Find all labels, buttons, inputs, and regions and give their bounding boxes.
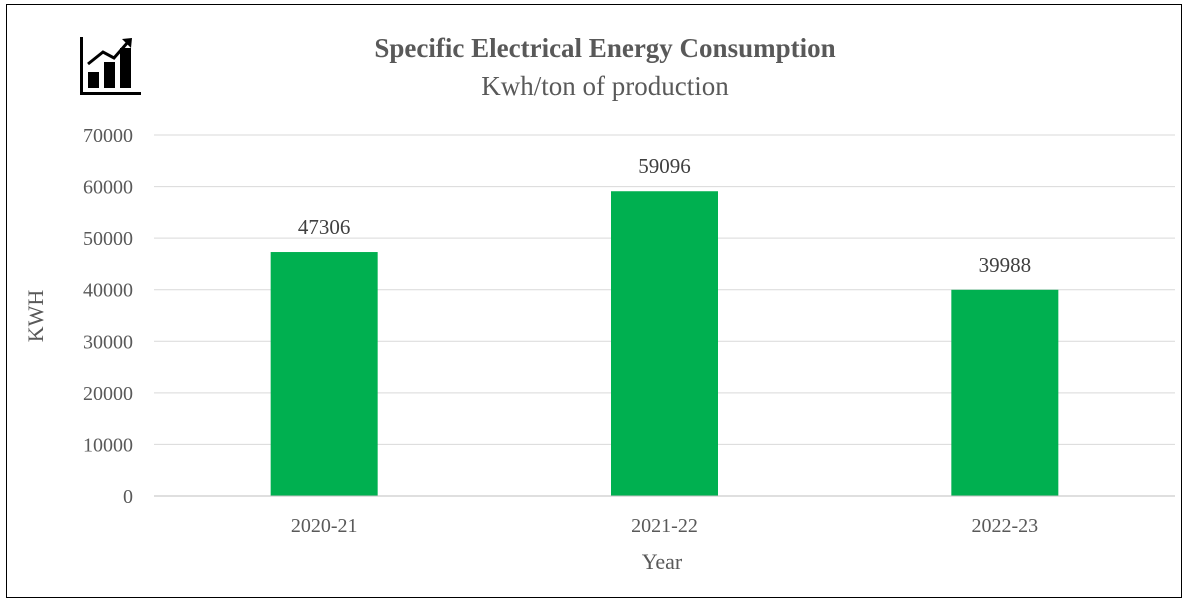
- y-tick-label: 60000: [83, 177, 133, 199]
- y-axis-label: KWH: [23, 290, 48, 343]
- data-label: 59096: [638, 154, 691, 178]
- bar: [951, 289, 1059, 496]
- y-tick-label: 40000: [83, 280, 133, 302]
- data-labels: 47306 59096 39988: [298, 154, 1031, 277]
- y-tick-label: 10000: [83, 434, 133, 456]
- x-tick-label: 2020-21: [291, 515, 358, 537]
- bar-chart-growth-icon: [80, 37, 141, 95]
- data-label: 39988: [979, 253, 1032, 277]
- x-tick-label: 2021-22: [631, 515, 698, 537]
- bar: [270, 252, 378, 496]
- x-axis-ticks: 2020-21 2021-22 2022-23: [291, 515, 1038, 537]
- x-tick-label: 2022-23: [971, 515, 1038, 537]
- data-label: 47306: [298, 215, 351, 239]
- chart-subtitle: Kwh/ton of production: [481, 71, 729, 101]
- bar: [611, 191, 718, 496]
- y-tick-label: 20000: [83, 383, 133, 405]
- y-tick-label: 50000: [83, 228, 133, 250]
- chart-title: Specific Electrical Energy Consumption: [374, 33, 835, 63]
- y-tick-label: 30000: [83, 331, 133, 353]
- x-axis-label: Year: [642, 549, 683, 574]
- y-tick-label: 70000: [83, 125, 133, 147]
- y-tick-label: 0: [123, 486, 133, 508]
- bars: [270, 191, 1059, 496]
- y-axis-ticks: 0 10000 20000 30000 40000 50000 60000 70000: [83, 125, 133, 508]
